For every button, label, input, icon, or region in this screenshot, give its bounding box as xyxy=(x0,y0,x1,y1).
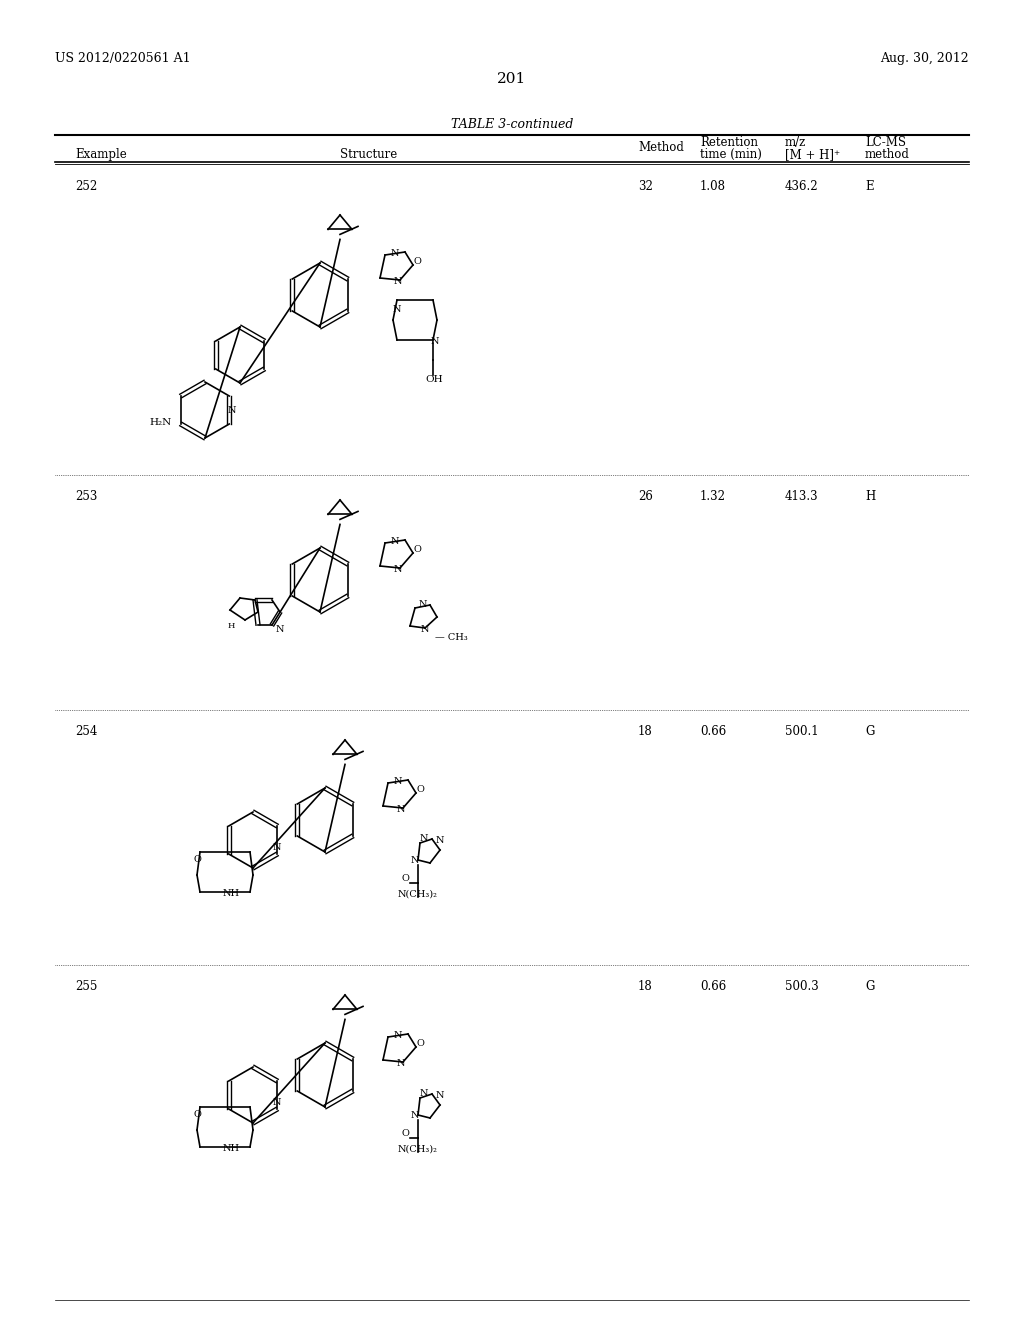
Text: 252: 252 xyxy=(75,180,97,193)
Text: TABLE 3-continued: TABLE 3-continued xyxy=(451,117,573,131)
Text: N: N xyxy=(420,834,428,843)
Text: N: N xyxy=(276,624,285,634)
Text: O: O xyxy=(193,855,201,865)
Text: NH: NH xyxy=(223,1144,240,1152)
Text: E: E xyxy=(865,180,873,193)
Text: m/z: m/z xyxy=(785,136,806,149)
Text: 1.32: 1.32 xyxy=(700,490,726,503)
Text: H₂N: H₂N xyxy=(150,418,172,426)
Text: N: N xyxy=(394,277,402,286)
Text: [M + H]⁺: [M + H]⁺ xyxy=(785,148,840,161)
Text: 32: 32 xyxy=(638,180,653,193)
Text: G: G xyxy=(865,979,874,993)
Text: G: G xyxy=(865,725,874,738)
Text: N: N xyxy=(436,1092,444,1100)
Text: 18: 18 xyxy=(638,979,652,993)
Text: N: N xyxy=(394,1031,402,1040)
Text: method: method xyxy=(865,148,910,161)
Text: N: N xyxy=(411,855,419,865)
Text: Method: Method xyxy=(638,141,684,154)
Text: Structure: Structure xyxy=(340,148,397,161)
Text: N: N xyxy=(393,305,401,314)
Text: 253: 253 xyxy=(75,490,97,503)
Text: N(CH₃)₂: N(CH₃)₂ xyxy=(398,890,438,899)
Text: US 2012/0220561 A1: US 2012/0220561 A1 xyxy=(55,51,190,65)
Text: time (min): time (min) xyxy=(700,148,762,161)
Text: O: O xyxy=(413,257,421,267)
Text: NH: NH xyxy=(223,888,240,898)
Text: N: N xyxy=(396,1059,406,1068)
Text: N: N xyxy=(391,537,399,546)
Text: OH: OH xyxy=(425,375,442,384)
Text: O: O xyxy=(413,545,421,554)
Text: 201: 201 xyxy=(498,73,526,86)
Text: N: N xyxy=(420,1089,428,1098)
Text: N: N xyxy=(421,624,429,634)
Text: 0.66: 0.66 xyxy=(700,725,726,738)
Text: 0.66: 0.66 xyxy=(700,979,726,993)
Text: N: N xyxy=(228,407,237,414)
Text: N: N xyxy=(273,843,282,851)
Text: N(CH₃)₂: N(CH₃)₂ xyxy=(398,1144,438,1154)
Text: O: O xyxy=(416,785,424,795)
Text: N: N xyxy=(431,337,439,346)
Text: N: N xyxy=(436,836,444,845)
Text: N: N xyxy=(411,1111,419,1119)
Text: LC-MS: LC-MS xyxy=(865,136,906,149)
Text: 254: 254 xyxy=(75,725,97,738)
Text: 436.2: 436.2 xyxy=(785,180,818,193)
Text: — CH₃: — CH₃ xyxy=(435,634,468,642)
Text: 500.3: 500.3 xyxy=(785,979,819,993)
Text: N: N xyxy=(273,1098,282,1107)
Text: Retention: Retention xyxy=(700,136,758,149)
Text: 18: 18 xyxy=(638,725,652,738)
Text: O: O xyxy=(402,1129,410,1138)
Text: 255: 255 xyxy=(75,979,97,993)
Text: N: N xyxy=(419,601,427,609)
Text: O: O xyxy=(402,874,410,883)
Text: Example: Example xyxy=(75,148,127,161)
Text: H: H xyxy=(228,622,236,630)
Text: O: O xyxy=(416,1039,424,1048)
Text: 1.08: 1.08 xyxy=(700,180,726,193)
Text: N: N xyxy=(391,249,399,257)
Text: 26: 26 xyxy=(638,490,653,503)
Text: N: N xyxy=(394,777,402,785)
Text: 413.3: 413.3 xyxy=(785,490,818,503)
Text: H: H xyxy=(865,490,876,503)
Text: N: N xyxy=(396,805,406,814)
Text: O: O xyxy=(193,1110,201,1119)
Text: 500.1: 500.1 xyxy=(785,725,818,738)
Text: N: N xyxy=(394,565,402,574)
Text: Aug. 30, 2012: Aug. 30, 2012 xyxy=(881,51,969,65)
